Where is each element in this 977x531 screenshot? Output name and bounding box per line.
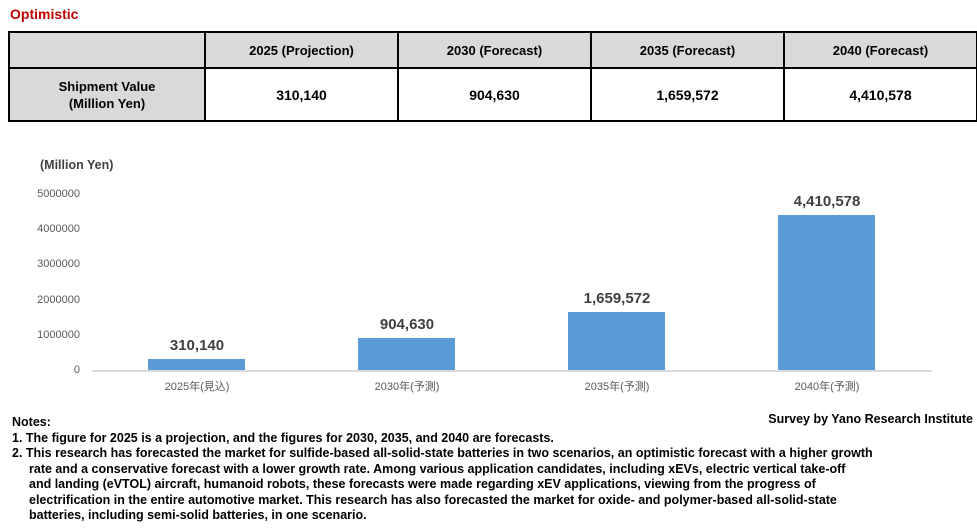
table-header-row: 2025 (Projection) 2030 (Forecast) 2035 (… (8, 31, 977, 69)
notes-heading: Notes: (12, 415, 51, 429)
x-tick-label-2025: 2025年(見込) (164, 381, 230, 393)
table-header-2040: 2040 (Forecast) (783, 31, 977, 69)
y-axis-unit-label: (Million Yen) (40, 158, 114, 172)
bar-2025 (148, 359, 245, 370)
table-value-2040: 4,410,578 (783, 67, 977, 122)
y-tick-5000000: 5000000 (37, 188, 80, 200)
y-tick-2000000: 2000000 (37, 294, 80, 306)
chart-category-2025: 310,140 2025年(見込) (92, 194, 302, 393)
table-header-2025: 2025 (Projection) (204, 31, 399, 69)
table-value-2025: 310,140 (204, 67, 399, 122)
bar-data-label-2040: 4,410,578 (793, 192, 861, 210)
bar-data-label-2030: 904,630 (379, 316, 435, 334)
note-line-5: electrification in the entire automotive… (29, 492, 837, 507)
table-header-2030: 2030 (Forecast) (397, 31, 592, 69)
note-line-2: 2. This research has forecasted the mark… (12, 446, 873, 460)
scenario-label: Optimistic (10, 6, 79, 22)
row-header-line1: Shipment Value (58, 78, 156, 94)
y-tick-3000000: 3000000 (37, 258, 80, 270)
x-tick-label-2040: 2040年(予測) (794, 381, 860, 393)
x-tick-label-2030: 2030年(予測) (374, 381, 440, 393)
bar-2030 (358, 338, 455, 370)
row-header-line2: (Million Yen) (68, 95, 146, 111)
note-line-1: 1. The figure for 2025 is a projection, … (12, 430, 554, 445)
table-row-header: Shipment Value (Million Yen) (8, 67, 206, 122)
table-value-2030: 904,630 (397, 67, 592, 122)
note-line-6: batteries, including semi-solid batterie… (29, 508, 367, 522)
y-tick-1000000: 1000000 (37, 329, 80, 341)
table-value-row: Shipment Value (Million Yen) 310,140 904… (8, 67, 977, 122)
shipment-value-table: 2025 (Projection) 2030 (Forecast) 2035 (… (8, 31, 977, 122)
notes-block: Notes: 1. The figure for 2025 is a proje… (12, 415, 962, 524)
note-line-4: and landing (eVTOL) aircraft, humanoid r… (29, 477, 816, 491)
table-value-2035: 1,659,572 (590, 67, 785, 122)
chart-category-2030: 904,630 2030年(予測) (302, 194, 512, 393)
table-corner-cell (8, 31, 206, 69)
bar-data-label-2035: 1,659,572 (583, 289, 651, 307)
bar-2035 (568, 311, 665, 370)
survey-credit: Survey by Yano Research Institute (768, 412, 973, 426)
table-header-2035: 2035 (Forecast) (590, 31, 785, 69)
y-tick-4000000: 4000000 (37, 223, 80, 235)
x-tick-label-2035: 2035年(予測) (584, 381, 650, 393)
bar-2040 (778, 214, 875, 370)
note-line-3: rate and a conservative forecast with a … (29, 461, 846, 476)
bar-chart-plot-area: 310,140 2025年(見込) 904,630 2030年(予測) 1,65… (92, 192, 932, 393)
bar-data-label-2025: 310,140 (169, 337, 225, 355)
y-tick-0: 0 (73, 364, 80, 376)
chart-category-2035: 1,659,572 2035年(予測) (512, 194, 722, 393)
chart-category-2040: 4,410,578 2040年(予測) (722, 192, 932, 393)
